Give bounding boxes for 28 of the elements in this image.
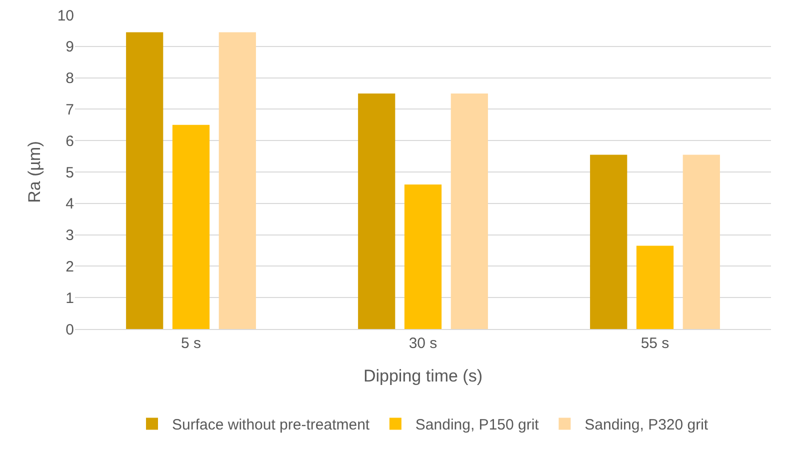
x-tick-label: 55 s [640, 335, 670, 352]
y-tick-label: 6 [66, 132, 74, 150]
legend-label: Sanding, P320 grit [584, 416, 709, 434]
bar [682, 154, 720, 329]
x-tick-label: 5 s [180, 335, 202, 352]
bar [450, 94, 488, 329]
y-tick-label: 4 [66, 196, 74, 213]
x-axis-title: Dipping time (s) [363, 366, 483, 386]
y-tick-label: 9 [66, 38, 74, 56]
bar [172, 124, 210, 329]
x-tick-label: 30 s [408, 335, 438, 352]
y-tick-label: 1 [66, 290, 74, 307]
legend-label: Surface without pre-treatment [172, 416, 370, 434]
bar [358, 94, 396, 329]
bar [126, 32, 164, 329]
bar [404, 184, 442, 329]
y-tick-label: 7 [66, 101, 74, 118]
bar [590, 154, 628, 329]
legend-label: Sanding, P150 grit [415, 416, 540, 434]
y-tick-label: 2 [66, 258, 74, 276]
y-axis-title: Ra (µm) [24, 141, 44, 203]
y-tick-label: 5 [66, 164, 74, 182]
y-tick-label: 0 [66, 321, 74, 338]
bar [636, 246, 674, 329]
bar [218, 32, 256, 329]
y-tick-label: 8 [66, 70, 74, 88]
y-tick-label: 10 [57, 7, 74, 24]
y-tick-label: 3 [66, 227, 74, 244]
